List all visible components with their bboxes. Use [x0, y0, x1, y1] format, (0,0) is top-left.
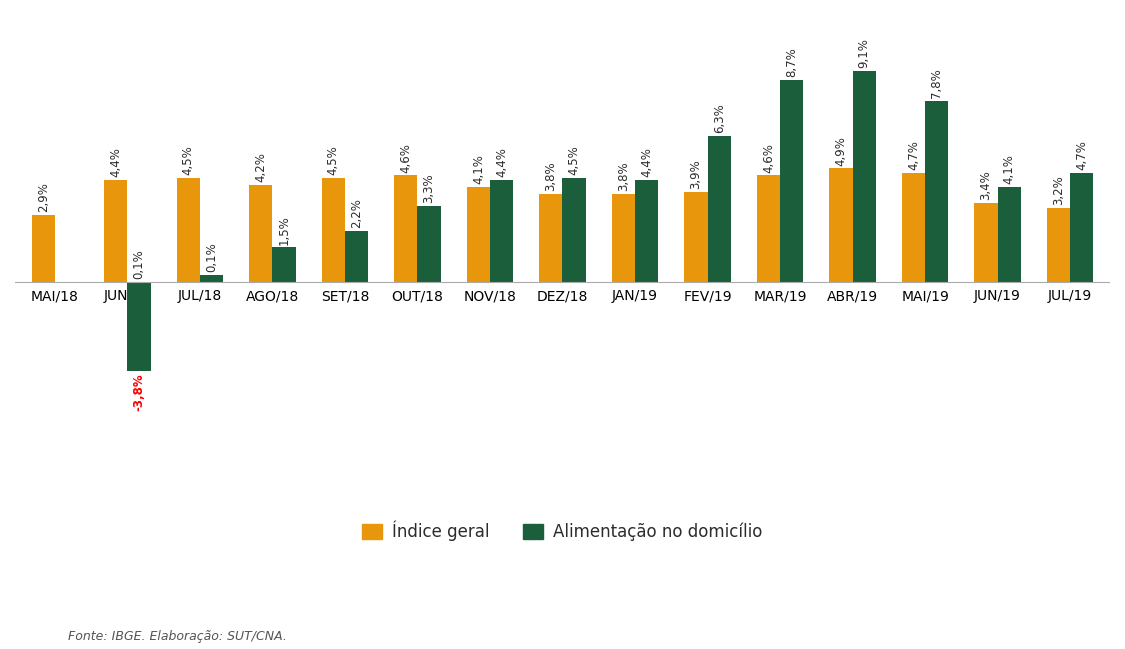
Bar — [345, 231, 368, 282]
Text: 7,8%: 7,8% — [930, 68, 943, 98]
Bar — [902, 173, 925, 282]
Text: Fonte: IBGE. Elaboração: SUT/CNA.: Fonte: IBGE. Elaboração: SUT/CNA. — [68, 630, 287, 643]
Text: 6,3%: 6,3% — [712, 103, 726, 133]
Bar — [105, 180, 127, 282]
Bar — [1070, 173, 1094, 282]
Text: 4,9%: 4,9% — [835, 136, 847, 165]
Text: -3,8%: -3,8% — [133, 373, 145, 411]
Text: 4,6%: 4,6% — [762, 143, 775, 173]
Text: 4,5%: 4,5% — [182, 145, 195, 175]
Text: 4,7%: 4,7% — [1076, 140, 1088, 170]
Bar — [612, 194, 634, 282]
Bar — [562, 178, 586, 282]
Bar — [127, 282, 151, 371]
Text: 2,2%: 2,2% — [350, 199, 363, 228]
Text: 4,4%: 4,4% — [109, 147, 123, 177]
Bar — [1047, 208, 1070, 282]
Text: 0,1%: 0,1% — [205, 243, 218, 273]
Text: 4,1%: 4,1% — [1002, 154, 1016, 184]
Bar — [322, 178, 345, 282]
Bar — [250, 184, 272, 282]
Text: 9,1%: 9,1% — [857, 38, 871, 68]
Text: 2,9%: 2,9% — [37, 182, 49, 212]
Text: 4,1%: 4,1% — [471, 154, 485, 184]
Text: 4,7%: 4,7% — [907, 140, 920, 170]
Bar — [634, 180, 658, 282]
Bar — [490, 180, 513, 282]
Legend: Índice geral, Alimentação no domicílio: Índice geral, Alimentação no domicílio — [356, 514, 770, 548]
Bar — [925, 101, 948, 282]
Bar — [853, 71, 875, 282]
Text: 3,3%: 3,3% — [423, 173, 435, 202]
Text: 0,1%: 0,1% — [133, 250, 145, 280]
Bar — [177, 178, 200, 282]
Bar — [394, 175, 417, 282]
Text: 4,4%: 4,4% — [495, 147, 508, 177]
Bar — [684, 191, 708, 282]
Text: 4,5%: 4,5% — [568, 145, 580, 175]
Text: 8,7%: 8,7% — [785, 47, 798, 77]
Bar — [998, 187, 1020, 282]
Text: 3,8%: 3,8% — [616, 162, 630, 191]
Bar — [272, 247, 296, 282]
Text: 1,5%: 1,5% — [278, 215, 290, 245]
Bar — [757, 175, 780, 282]
Bar — [467, 187, 490, 282]
Bar — [829, 168, 853, 282]
Text: 3,8%: 3,8% — [544, 162, 557, 191]
Text: 3,4%: 3,4% — [980, 171, 992, 201]
Bar — [32, 215, 55, 282]
Bar — [200, 275, 223, 282]
Bar — [780, 80, 803, 282]
Text: 4,6%: 4,6% — [399, 143, 413, 173]
Bar — [708, 136, 731, 282]
Text: 4,4%: 4,4% — [640, 147, 654, 177]
Text: 3,9%: 3,9% — [690, 159, 702, 189]
Bar — [974, 203, 998, 282]
Text: 4,2%: 4,2% — [254, 152, 268, 182]
Bar — [417, 206, 441, 282]
Text: 3,2%: 3,2% — [1052, 175, 1065, 205]
Bar — [539, 194, 562, 282]
Text: 4,5%: 4,5% — [327, 145, 340, 175]
